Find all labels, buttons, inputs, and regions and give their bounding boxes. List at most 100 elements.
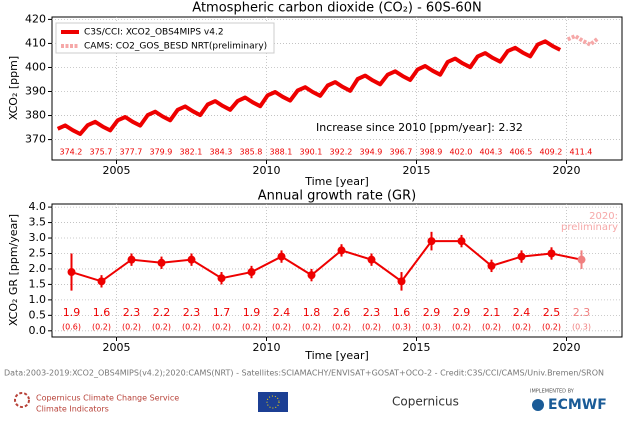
y-tick-label: 0.0 [29, 324, 47, 337]
chart-title: Atmospheric carbon dioxide (CO₂) - 60S-6… [192, 1, 481, 16]
y-tick-label: 1.5 [29, 277, 47, 290]
annual-mean-label: 404.3 [479, 148, 502, 157]
y-tick-label: 1.0 [29, 293, 47, 306]
annual-mean-label: 411.4 [569, 148, 592, 157]
x-tick-label: 2020 [553, 164, 581, 177]
point [427, 237, 436, 246]
value-label: 2.1 [483, 306, 501, 319]
error-label: (0.2) [92, 323, 111, 332]
error-label: (0.2) [182, 323, 201, 332]
error-label: (0.6) [62, 323, 81, 332]
annual-mean-label: 374.2 [59, 148, 82, 157]
x-tick-label: 2005 [103, 164, 131, 177]
x-tick-label: 2005 [103, 341, 131, 354]
annual-mean-label: 392.2 [329, 148, 352, 157]
value-label: 1.7 [213, 306, 231, 319]
x-tick-label: 2015 [403, 341, 431, 354]
point [547, 249, 556, 258]
error-label: (0.3) [392, 323, 411, 332]
point [487, 261, 496, 270]
value-label: 2.3 [183, 306, 201, 319]
y-tick-label: 3.0 [29, 231, 47, 244]
point [337, 246, 346, 255]
x-tick-label: 2015 [403, 164, 431, 177]
annual-mean-label: 379.9 [149, 148, 172, 157]
point [247, 268, 256, 277]
y-tick-label: 410 [25, 36, 46, 49]
value-label: 1.6 [93, 306, 111, 319]
y-tick-label: 2.5 [29, 246, 47, 259]
c3s-sub: Climate Indicators [36, 405, 109, 414]
c3s-logo [14, 392, 30, 408]
value-label: 2.3 [363, 306, 381, 319]
plot-frame [51, 16, 623, 161]
annotation: Increase since 2010 [ppm/year]: 2.32 [316, 121, 523, 134]
error-label: (0.2) [242, 323, 261, 332]
error-label: (0.2) [122, 323, 141, 332]
annual-mean-label: 402.0 [449, 148, 472, 157]
annotation: preliminary [561, 222, 618, 233]
value-label: 2.4 [273, 306, 291, 319]
x-tick-label: 2020 [553, 341, 581, 354]
point [307, 271, 316, 280]
y-tick-label: 0.5 [29, 308, 47, 321]
x-axis-label: Time [year] [304, 175, 369, 188]
ecmwf-logo: ECMWF [548, 397, 607, 413]
annual-mean-label: 388.1 [269, 148, 292, 157]
annual-mean-label: 375.7 [89, 148, 112, 157]
error-label: (0.2) [452, 323, 471, 332]
value-label: 1.9 [63, 306, 81, 319]
y-tick-label: 420 [25, 12, 46, 25]
y-axis-label: XCO₂ [ppm] [7, 56, 20, 120]
line [566, 34, 599, 47]
annual-mean-label: 409.2 [539, 148, 562, 157]
annotation: 2020: [589, 211, 618, 222]
error-label: (0.2) [272, 323, 291, 332]
connector [71, 240, 582, 283]
value-label: 2.5 [543, 306, 561, 319]
y-axis-label: XCO₂ GR [ppm/year] [7, 214, 20, 326]
error-label: (0.2) [362, 323, 381, 332]
annual-mean-label: 377.7 [119, 148, 142, 157]
annual-mean-label: 396.7 [389, 148, 412, 157]
value-label: 2.2 [153, 306, 171, 319]
ecmwf-icon [532, 399, 544, 411]
error-label: (0.2) [542, 323, 561, 332]
chart-title: Annual growth rate (GR) [258, 189, 416, 204]
y-tick-label: 3.5 [29, 216, 47, 229]
error-label: (0.2) [302, 323, 321, 332]
plot-frame [51, 203, 623, 338]
point [97, 277, 106, 286]
annual-mean-label: 384.3 [209, 148, 232, 157]
c3s-name: Copernicus Climate Change Service [36, 394, 179, 403]
point [217, 274, 226, 283]
credit: Data:2003-2019:XCO2_OBS4MIPS(v4.2);2020:… [4, 369, 604, 378]
error-label: (0.2) [152, 323, 171, 332]
annual-mean-label: 390.1 [299, 148, 322, 157]
point [397, 277, 406, 286]
eu-flag [258, 392, 288, 412]
x-tick-label: 2010 [253, 341, 281, 354]
value-label: 2.4 [513, 306, 531, 319]
implemented-by: IMPLEMENTED BY [530, 389, 575, 395]
x-axis-label: Time [year] [304, 349, 369, 362]
point [127, 255, 136, 264]
y-tick-label: 2.0 [29, 262, 47, 275]
value-label: 2.6 [333, 306, 351, 319]
point [577, 255, 586, 264]
value-label: 2.9 [453, 306, 471, 319]
point [367, 255, 376, 264]
annual-mean-label: 382.1 [179, 148, 202, 157]
annual-mean-label: 398.9 [419, 148, 442, 157]
value-label: 2.3 [123, 306, 141, 319]
point [517, 252, 526, 261]
annual-mean-label: 394.9 [359, 148, 382, 157]
y-tick-label: 370 [25, 133, 46, 146]
y-tick-label: 400 [25, 60, 46, 73]
eu-stars [266, 395, 280, 409]
value-label: 2.3 [573, 306, 591, 319]
error-label: (0.2) [482, 323, 501, 332]
annual-mean-label: 385.8 [239, 148, 262, 157]
point [187, 255, 196, 264]
